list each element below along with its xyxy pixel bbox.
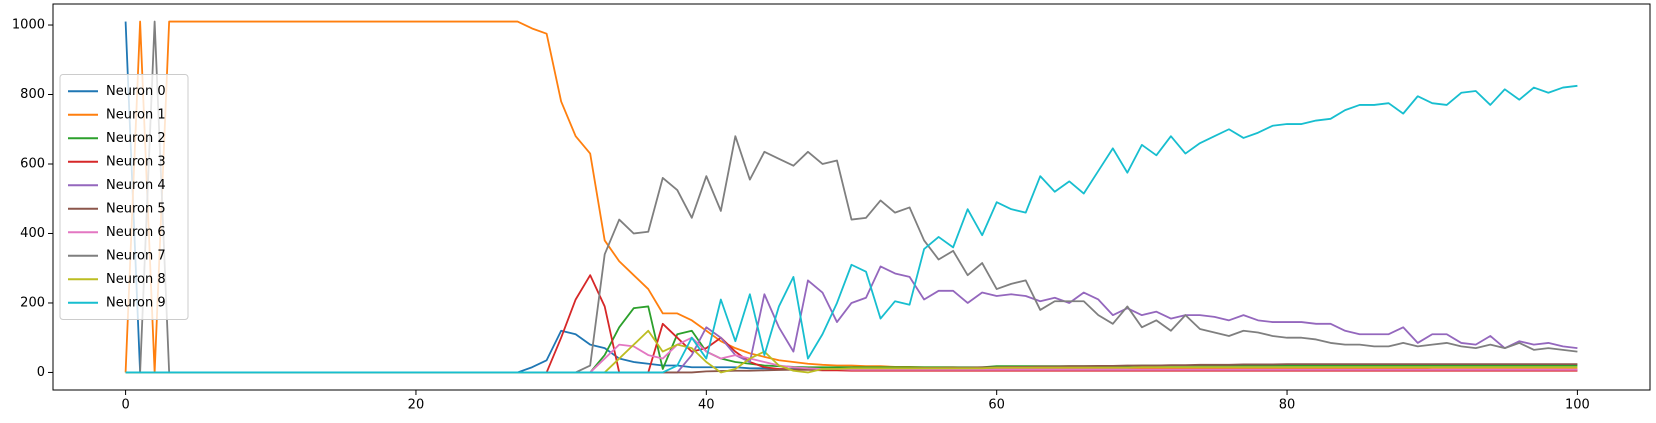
- series-line: [125, 20, 1578, 374]
- legend-label: Neuron 4: [106, 178, 166, 193]
- y-tick-label: 200: [20, 295, 45, 310]
- series-line: [125, 265, 1578, 374]
- series-line: [125, 274, 1578, 374]
- x-tick-label: 60: [988, 398, 1005, 413]
- plot-frame: [52, 3, 1651, 391]
- legend-label: Neuron 3: [106, 154, 166, 169]
- x-tick-label: 0: [121, 398, 129, 413]
- y-tick-label: 0: [37, 365, 45, 380]
- legend-label: Neuron 0: [106, 84, 166, 99]
- series-line: [125, 84, 1578, 374]
- x-tick-label: 100: [1565, 398, 1590, 413]
- legend-label: Neuron 6: [106, 225, 166, 240]
- y-tick-label: 1000: [12, 18, 45, 33]
- y-tick-label: 600: [20, 156, 45, 171]
- legend-label: Neuron 9: [106, 295, 166, 310]
- legend-label: Neuron 5: [106, 201, 166, 216]
- x-tick-label: 20: [408, 398, 425, 413]
- legend: Neuron 0 Neuron 1 Neuron 2 Neuron 3 Neuron 4…: [59, 74, 189, 320]
- x-tick-label: 40: [698, 398, 715, 413]
- legend-label: Neuron 2: [106, 131, 166, 146]
- y-tick-label: 400: [20, 226, 45, 241]
- legend-box: [59, 74, 189, 320]
- series-line: [124, 21, 1578, 374]
- series-line: [124, 20, 1578, 374]
- series-line: [125, 305, 1578, 374]
- legend-label: Neuron 8: [106, 272, 166, 287]
- legend-label: Neuron 7: [106, 248, 166, 263]
- y-tick-label: 800: [20, 87, 45, 102]
- x-tick-label: 80: [1279, 398, 1296, 413]
- legend-label: Neuron 1: [106, 107, 166, 122]
